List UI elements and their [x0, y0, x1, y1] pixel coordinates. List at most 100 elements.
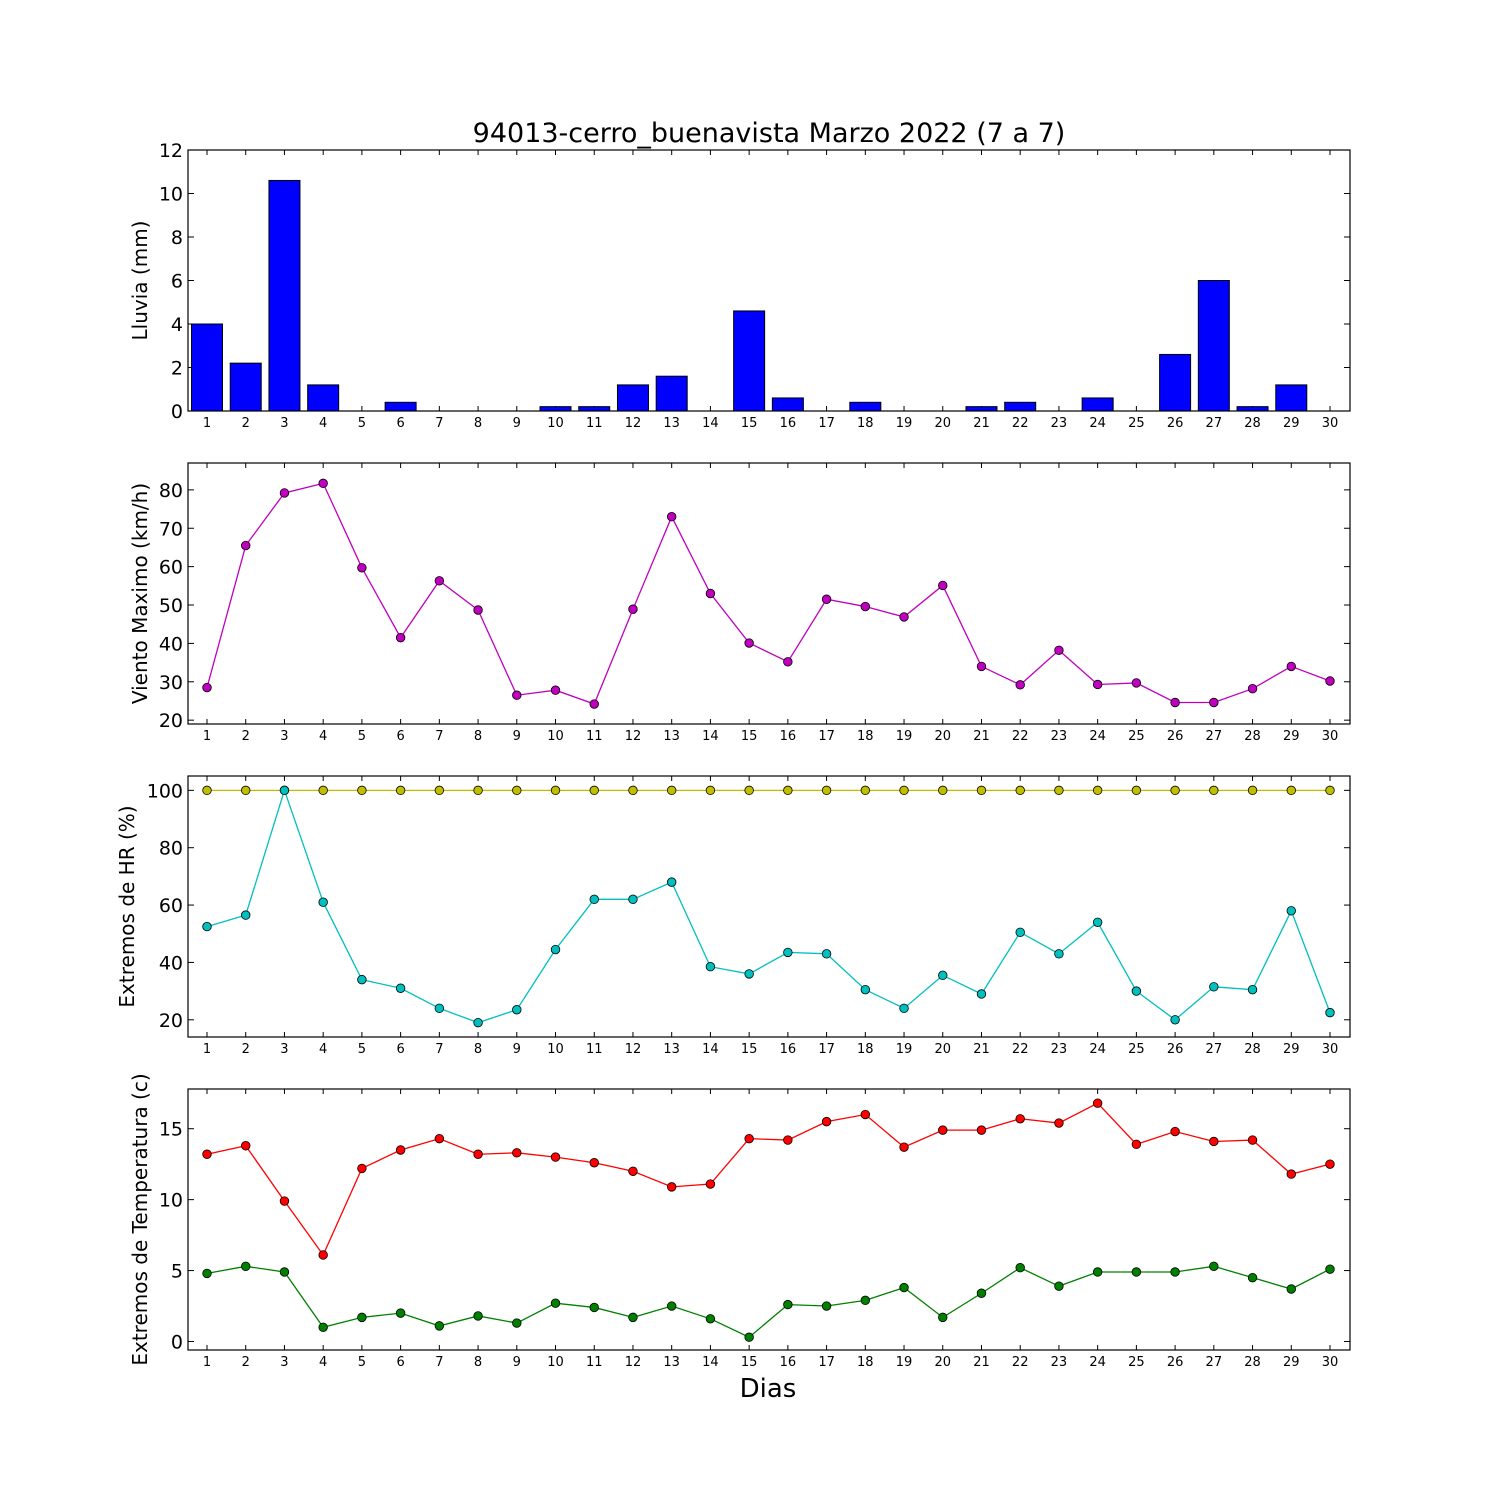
data-point — [202, 682, 212, 693]
x-tick-label: 24 — [1089, 1042, 1106, 1057]
data-point — [938, 970, 948, 981]
data-point — [1092, 1098, 1103, 1108]
data-point — [705, 1314, 716, 1324]
data-point — [1209, 697, 1219, 708]
x-tick-label: 26 — [1167, 729, 1184, 744]
series-line — [206, 788, 1331, 1024]
x-tick-label: 1 — [203, 416, 211, 431]
data-point — [512, 690, 522, 700]
x-tick-label: 24 — [1089, 416, 1106, 431]
data-point — [1286, 785, 1296, 796]
y-tick-label: 50 — [159, 595, 183, 617]
x-tick-label: 10 — [547, 416, 564, 431]
x-tick-label: 24 — [1089, 1355, 1106, 1370]
x-tick-label: 8 — [474, 1355, 482, 1370]
data-point — [357, 785, 367, 796]
data-point — [1325, 1007, 1335, 1018]
plot-frame — [187, 775, 1351, 1038]
y-tick-label: 100 — [147, 780, 183, 802]
data-point — [1325, 785, 1335, 796]
x-tick-label: 6 — [396, 416, 404, 431]
x-tick-label: 20 — [934, 729, 951, 744]
data-point — [1054, 785, 1064, 796]
x-tick-label: 28 — [1244, 729, 1261, 744]
data-point — [783, 657, 793, 667]
data-point — [473, 1017, 483, 1028]
x-tick-label: 20 — [934, 416, 951, 431]
data-point — [1092, 679, 1103, 690]
data-point — [1286, 661, 1296, 672]
data-point — [395, 1308, 406, 1318]
data-point — [434, 1321, 445, 1331]
data-point — [279, 785, 290, 796]
x-tick-label: 25 — [1128, 416, 1145, 431]
data-point — [938, 1125, 948, 1135]
data-point — [512, 785, 522, 796]
x-tick-label: 29 — [1283, 1042, 1300, 1057]
bar — [578, 406, 611, 412]
data-point — [434, 785, 445, 796]
data-point — [241, 785, 251, 796]
x-tick-label: 13 — [663, 1042, 680, 1057]
data-point — [1286, 1284, 1296, 1294]
data-point — [821, 594, 832, 604]
y-axis-label: Extremos de HR (%) — [115, 805, 139, 1007]
x-tick-label: 8 — [474, 416, 482, 431]
data-point — [202, 1268, 212, 1279]
y-tick-label: 10 — [159, 1190, 183, 1212]
x-tick-label: 23 — [1051, 729, 1068, 744]
y-tick-label: 40 — [159, 952, 183, 974]
y-tick-label: 20 — [159, 710, 183, 732]
data-point — [1015, 680, 1025, 690]
x-tick-label: 14 — [702, 1355, 719, 1370]
x-tick-label: 15 — [741, 1355, 758, 1370]
x-tick-label: 19 — [896, 416, 913, 431]
data-point — [550, 685, 561, 695]
x-tick-label: 15 — [741, 729, 758, 744]
data-point — [434, 1133, 445, 1144]
x-tick-label: 23 — [1051, 416, 1068, 431]
data-point — [550, 944, 561, 955]
data-point — [1131, 1267, 1142, 1277]
data-point — [899, 1282, 909, 1293]
bar — [1236, 406, 1269, 412]
x-tick-label: 28 — [1244, 1042, 1261, 1057]
data-point — [1054, 949, 1064, 959]
data-point — [318, 897, 328, 907]
data-point — [628, 1166, 638, 1176]
y-tick-label: 6 — [171, 271, 183, 293]
data-point — [783, 1299, 793, 1310]
data-point — [1247, 1135, 1258, 1145]
bar — [771, 397, 804, 412]
x-tick-label: 23 — [1051, 1355, 1068, 1370]
x-tick-label: 9 — [513, 1042, 521, 1057]
data-point — [241, 910, 251, 920]
data-point — [1209, 785, 1219, 796]
x-tick-label: 15 — [741, 1042, 758, 1057]
x-tick-label: 29 — [1283, 416, 1300, 431]
x-tick-label: 26 — [1167, 1355, 1184, 1370]
x-tick-label: 15 — [741, 416, 758, 431]
x-tick-label: 4 — [319, 416, 327, 431]
x-tick-label: 28 — [1244, 1355, 1261, 1370]
data-point — [1170, 1267, 1180, 1277]
x-tick-label: 17 — [818, 1355, 835, 1370]
x-tick-label: 20 — [934, 1042, 951, 1057]
bar — [1197, 280, 1230, 412]
x-tick-label: 25 — [1128, 729, 1145, 744]
data-point — [705, 1179, 716, 1189]
x-tick-label: 30 — [1322, 1355, 1339, 1370]
data-point — [628, 1312, 638, 1323]
data-point — [512, 1318, 522, 1328]
data-point — [241, 540, 251, 551]
x-tick-label: 18 — [857, 729, 874, 744]
x-tick-label: 12 — [625, 1355, 642, 1370]
data-point — [1092, 1267, 1103, 1277]
series-1 — [202, 1098, 1335, 1260]
data-point — [1209, 1261, 1219, 1272]
series-line — [206, 482, 1331, 705]
data-point — [821, 785, 832, 796]
data-point — [1170, 1126, 1180, 1137]
data-point — [744, 1133, 754, 1144]
